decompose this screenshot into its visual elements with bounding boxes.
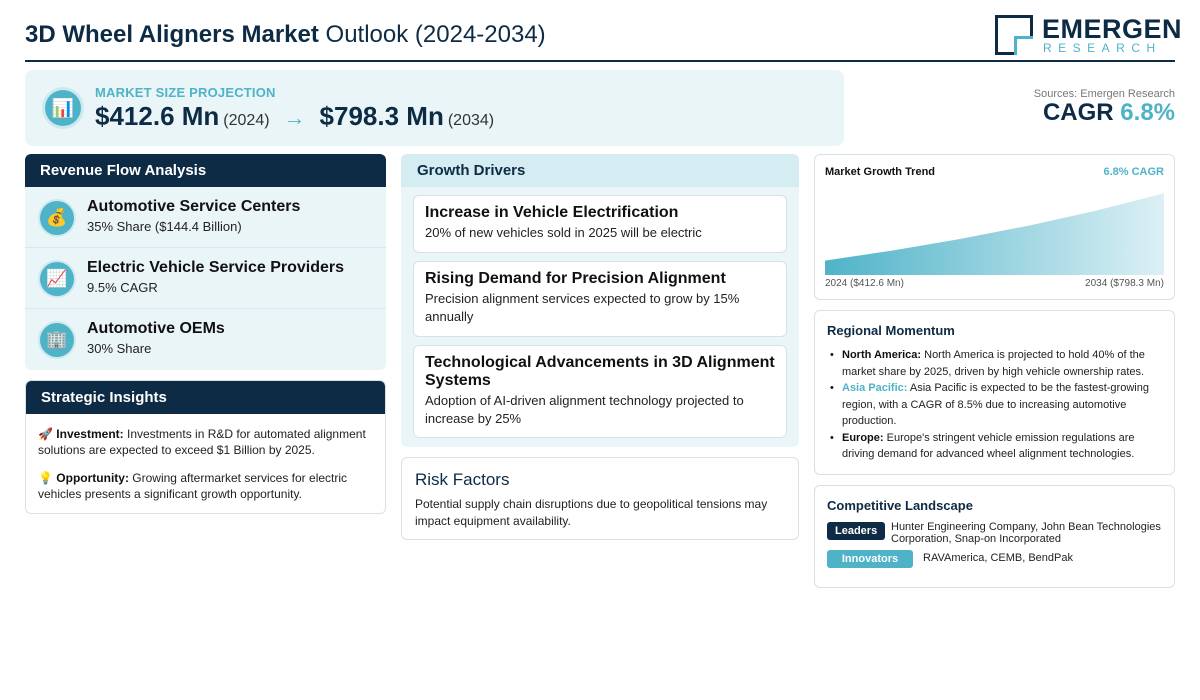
chart-cagr-annotation: 6.8% CAGR (1103, 166, 1164, 178)
leaders-list: Hunter Engineering Company, John Bean Te… (891, 521, 1161, 545)
insight-investment: 🚀 Investment: Investments in R&D for aut… (38, 427, 366, 457)
strategic-insights-card: Strategic Insights 🚀 Investment: Investm… (25, 380, 386, 514)
revenue-item-sub: 30% Share (87, 341, 152, 356)
projection-label: MARKET SIZE PROJECTION (95, 85, 276, 100)
driver-title: Rising Demand for Precision Alignment (425, 270, 726, 287)
header: 3D Wheel Aligners Market Outlook (2024-2… (25, 12, 1182, 62)
revenue-item-title: Automotive OEMs (87, 320, 225, 337)
emergen-logo[interactable]: EMERGEN RESEARCH (995, 14, 1182, 56)
chart-up-icon: 📈 (40, 262, 74, 296)
end-value: $798.3 Mn (319, 101, 444, 131)
chart-end-label: 2034 ($798.3 Mn) (1085, 278, 1164, 289)
chart-start-label: 2024 ($412.6 Mn) (825, 278, 904, 289)
market-size-projection: 📊 MARKET SIZE PROJECTION $412.6 Mn (2024)… (25, 70, 844, 146)
strategic-insights-title: Strategic Insights (26, 381, 385, 414)
chart-title: Market Growth Trend (825, 166, 936, 178)
driver-text: Precision alignment services expected to… (425, 291, 740, 324)
driver-title: Technological Advancements in 3D Alignme… (425, 354, 775, 389)
risk-factors-title: Risk Factors (415, 470, 510, 489)
logo-subtitle: RESEARCH (1043, 41, 1162, 55)
region-asia-pacific: Asia Pacific: Asia Pacific is expected t… (827, 380, 1162, 430)
innovators-row: Innovators RAVAmerica, CEMB, BendPak (827, 549, 1162, 569)
page-title: 3D Wheel Aligners Market Outlook (2024-2… (25, 21, 546, 48)
driver-item: Technological Advancements in 3D Alignme… (413, 345, 787, 438)
lightbulb-icon: 💡 (38, 471, 53, 485)
revenue-item-title: Automotive Service Centers (87, 198, 301, 215)
competitive-landscape-title: Competitive Landscape (827, 498, 973, 513)
innovators-list: RAVAmerica, CEMB, BendPak (923, 552, 1073, 564)
arrow-right-icon: → (283, 105, 306, 130)
risk-factors-text: Potential supply chain disruptions due t… (415, 497, 768, 528)
market-growth-trend-card: Market Growth Trend 6.8% CAGR 2024 ($412… (814, 154, 1175, 300)
driver-text: 20% of new vehicles sold in 2025 will be… (425, 225, 702, 240)
revenue-item: 💰 Automotive Service Centers 35% Share (… (25, 187, 386, 248)
regional-momentum-title: Regional Momentum (827, 323, 955, 338)
cagr-headline: CAGR 6.8% (1042, 99, 1175, 126)
money-bag-icon: 💰 (40, 201, 74, 235)
logo-name: EMERGEN (1042, 14, 1183, 44)
leaders-row: Leaders Hunter Engineering Company, John… (827, 521, 1162, 545)
competitive-landscape-card: Competitive Landscape Leaders Hunter Eng… (814, 485, 1175, 588)
logo-mark-icon (995, 15, 1033, 55)
end-year: (2034) (447, 112, 495, 129)
driver-item: Rising Demand for Precision Alignment Pr… (413, 261, 787, 337)
risk-factors-card: Risk Factors Potential supply chain disr… (401, 457, 799, 540)
growth-drivers-title: Growth Drivers (401, 154, 799, 187)
bar-chart-icon: 📊 (45, 90, 81, 126)
region-north-america: North America: North America is projecte… (827, 347, 1162, 380)
regional-list: North America: North America is projecte… (827, 347, 1162, 463)
revenue-flow-card: Revenue Flow Analysis 💰 Automotive Servi… (25, 154, 386, 370)
innovators-badge: Innovators (827, 550, 913, 568)
rocket-icon: 🚀 (38, 427, 53, 441)
cagr-value: 6.8% (1120, 99, 1175, 126)
projection-values: $412.6 Mn (2024) → $798.3 Mn (2034) (95, 101, 494, 132)
start-year: (2024) (223, 112, 270, 129)
growth-area-chart (825, 193, 1164, 275)
revenue-item-sub: 35% Share ($144.4 Billion) (87, 219, 242, 234)
regional-momentum-card: Regional Momentum North America: North A… (814, 310, 1175, 475)
growth-area-series (825, 193, 1164, 275)
revenue-flow-title: Revenue Flow Analysis (25, 154, 386, 187)
driver-text: Adoption of AI-driven alignment technolo… (425, 393, 744, 426)
sources-note: Sources: Emergen Research (1033, 88, 1175, 100)
building-icon: 🏢 (40, 323, 74, 357)
revenue-item-sub: 9.5% CAGR (87, 280, 158, 295)
revenue-item-title: Electric Vehicle Service Providers (87, 259, 345, 276)
revenue-item: 📈 Electric Vehicle Service Providers 9.5… (25, 248, 386, 309)
driver-item: Increase in Vehicle Electrification 20% … (413, 195, 787, 253)
region-europe: Europe: Europe's stringent vehicle emiss… (827, 430, 1162, 463)
start-value: $412.6 Mn (95, 101, 220, 131)
revenue-item: 🏢 Automotive OEMs 30% Share (25, 309, 386, 370)
insight-opportunity: 💡 Opportunity: Growing aftermarket servi… (38, 471, 348, 501)
growth-drivers-card: Growth Drivers Increase in Vehicle Elect… (401, 154, 799, 447)
leaders-badge: Leaders (827, 522, 886, 540)
driver-title: Increase in Vehicle Electrification (425, 204, 679, 221)
